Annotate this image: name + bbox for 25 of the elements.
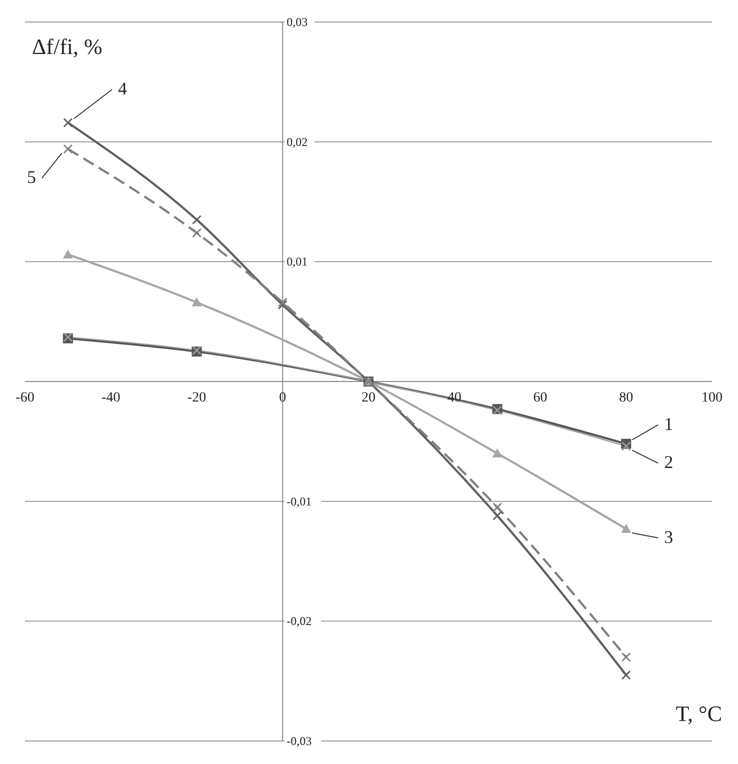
point — [492, 448, 502, 458]
y-tick-label: -0,01 — [286, 494, 312, 508]
series-label: 3 — [664, 526, 674, 547]
series-label: 2 — [664, 452, 674, 472]
x-tick-label: 100 — [702, 390, 722, 406]
text: 4 — [118, 78, 127, 99]
y-tick-label: -0,02 — [286, 614, 312, 628]
point — [62, 249, 73, 258]
x-tick-label: -40 — [102, 390, 120, 406]
x-tick-label: -20 — [187, 390, 206, 406]
y-tick-label: 0,02 — [286, 134, 308, 149]
series-label: 5 — [26, 167, 36, 188]
x-tick-label: 20 — [362, 390, 376, 406]
x-tick-label: -60 — [16, 390, 34, 406]
x-tick-label: 60 — [533, 390, 548, 406]
y-tick-label: 0,03 — [286, 15, 308, 29]
y-axis-title: Δf/fi, % — [32, 34, 102, 60]
point — [621, 524, 632, 533]
x-axis-title: T, °C — [676, 701, 722, 727]
y-tick-label: 0,01 — [286, 254, 308, 269]
x-tick-label: 0 — [279, 390, 286, 406]
y-tick-label: -0,03 — [286, 734, 312, 748]
series-label: 1 — [664, 414, 674, 434]
x-tick-label: 80 — [619, 390, 634, 406]
point — [192, 297, 202, 306]
